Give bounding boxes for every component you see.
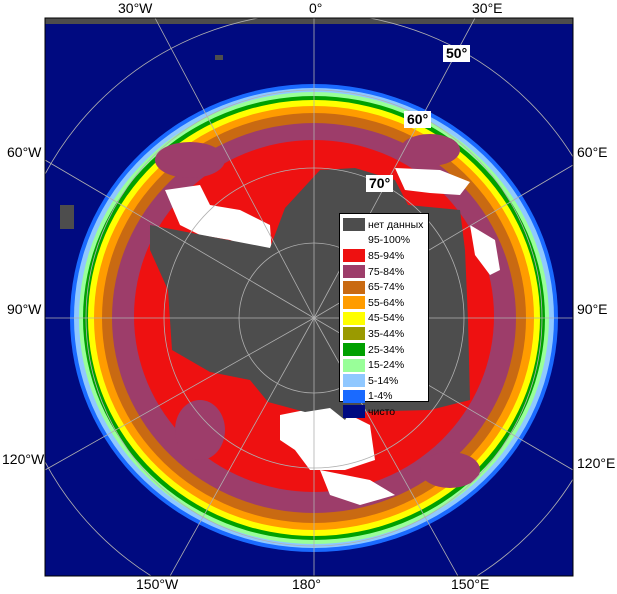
lon-label-30w-top: 30°W <box>118 0 153 16</box>
lon-label-60w: 60°W <box>7 144 42 160</box>
legend-item: 75-84% <box>343 264 426 280</box>
lon-label-0: 0° <box>309 0 323 16</box>
legend-swatch <box>343 327 365 341</box>
legend-label: 85-94% <box>368 249 405 262</box>
legend-label: 65-74% <box>368 281 405 294</box>
meridian <box>154 18 315 319</box>
lon-label-150w: 150°W <box>136 576 179 592</box>
legend-swatch <box>343 374 365 388</box>
land-fragment <box>215 55 223 60</box>
ice-patch-75-84 <box>400 134 460 166</box>
lon-label-90w: 90°W <box>7 301 42 317</box>
legend-item: 45-54% <box>343 311 426 327</box>
ice-patch-95-100 <box>320 470 395 505</box>
legend-label: 1-4% <box>368 390 393 403</box>
legend-item: чисто <box>343 404 426 420</box>
lon-label-120w: 120°W <box>2 451 45 467</box>
legend-swatch <box>343 265 365 279</box>
legend-swatch <box>343 405 365 419</box>
lon-label-150e: 150°E <box>451 576 490 592</box>
legend-swatch <box>343 280 365 294</box>
ice-patch-95-100 <box>165 185 272 255</box>
legend-item: 95-100% <box>343 233 426 249</box>
legend-label: 25-34% <box>368 343 405 356</box>
legend-label: 15-24% <box>368 359 405 372</box>
legend-swatch <box>343 296 365 310</box>
lon-label-180: 180° <box>292 576 321 592</box>
lon-label-90e: 90°E <box>577 301 608 317</box>
lon-label-60e: 60°E <box>577 144 608 160</box>
top-nodata-strip <box>45 18 573 24</box>
legend-swatch <box>343 218 365 232</box>
legend-label: 55-64% <box>368 296 405 309</box>
legend-label: 45-54% <box>368 312 405 325</box>
ice-patch-75-84 <box>175 400 225 460</box>
ice-patch-95-100 <box>470 225 500 275</box>
lat-label-60: 60° <box>404 111 432 128</box>
legend-label: 35-44% <box>368 327 405 340</box>
legend-item: 85-94% <box>343 248 426 264</box>
lon-label-30e-top: 30°E <box>472 0 503 16</box>
legend-label: нет данных <box>368 218 424 231</box>
legend-item: 65-74% <box>343 279 426 295</box>
legend-swatch <box>343 389 365 403</box>
map-frame <box>44 17 574 577</box>
legend-label: 75-84% <box>368 265 405 278</box>
ice-patch-95-100 <box>395 168 470 195</box>
lat-label-70: 70° <box>366 175 394 192</box>
legend-item: 15-24% <box>343 357 426 373</box>
legend-item: 55-64% <box>343 295 426 311</box>
lat-label-50: 50° <box>443 45 471 62</box>
legend-label: 95-100% <box>368 234 411 247</box>
legend-label: 5-14% <box>368 374 399 387</box>
legend-swatch <box>343 311 365 325</box>
legend-swatch <box>343 233 365 247</box>
land-fragment <box>60 205 74 229</box>
legend-item: 35-44% <box>343 326 426 342</box>
lon-label-120e: 120°E <box>577 455 616 471</box>
legend-label: чисто <box>368 405 396 418</box>
ice-patch-95-100 <box>280 405 375 470</box>
legend-item: нет данных <box>343 217 426 233</box>
legend-item: 25-34% <box>343 342 426 358</box>
legend-item: 1-4% <box>343 389 426 405</box>
meridian <box>169 317 315 576</box>
map-legend: нет данных 95-100% 85-94% 75-84% 65-74% 55-64… <box>339 213 429 419</box>
ice-patch-75-84 <box>420 452 480 488</box>
legend-item: 5-14% <box>343 373 426 389</box>
legend-swatch <box>343 343 365 357</box>
legend-swatch <box>343 358 365 372</box>
meridian <box>45 317 315 471</box>
meridian <box>45 159 315 319</box>
ice-patch-75-84 <box>155 142 225 178</box>
legend-swatch <box>343 249 365 263</box>
